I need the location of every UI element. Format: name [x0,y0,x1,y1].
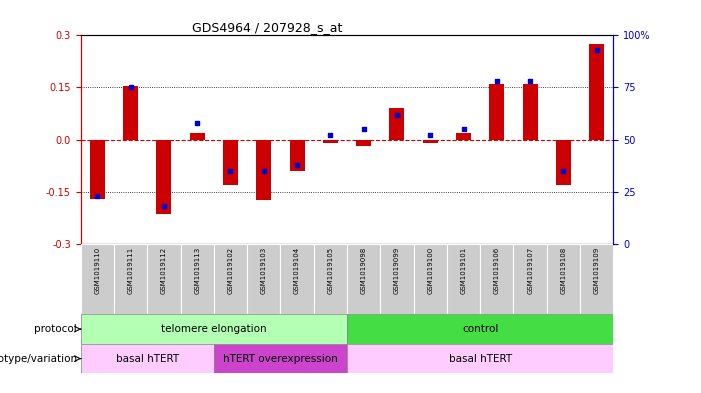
Bar [390,108,404,140]
Bar [214,244,247,314]
Text: GSM1019102: GSM1019102 [227,247,233,294]
Bar [81,244,114,314]
Point [225,167,236,174]
Text: GSM1019101: GSM1019101 [461,247,467,294]
Bar [423,140,437,143]
Text: GSM1019106: GSM1019106 [494,247,500,294]
Bar [356,140,371,147]
Bar [214,344,347,373]
Text: protocol: protocol [34,324,77,334]
Text: GSM1019113: GSM1019113 [194,247,200,294]
Text: hTERT overexpression: hTERT overexpression [223,354,338,364]
Text: GSM1019098: GSM1019098 [360,247,367,294]
Point [491,78,503,84]
Bar [556,140,571,185]
Text: GSM1019099: GSM1019099 [394,247,400,294]
Bar [480,244,513,314]
Bar [314,244,347,314]
Bar [590,44,604,140]
Point [391,111,402,118]
Bar [90,140,104,198]
Bar [156,140,171,214]
Point [258,167,269,174]
Bar [514,244,547,314]
Text: GSM1019107: GSM1019107 [527,247,533,294]
Point [591,47,602,53]
Point [358,126,369,132]
Text: genotype/variation: genotype/variation [0,354,77,364]
Bar [81,314,347,344]
Text: control: control [462,324,498,334]
Text: basal hTERT: basal hTERT [116,354,179,364]
Point [325,132,336,138]
Text: GSM1019110: GSM1019110 [94,247,100,294]
Bar [456,132,471,140]
Bar [414,244,447,314]
Bar [580,244,613,314]
Bar [347,344,613,373]
Point [125,84,136,90]
Point [92,193,103,199]
Bar [114,244,147,314]
Bar [290,140,304,171]
Text: GSM1019104: GSM1019104 [294,247,300,294]
Point [158,203,170,209]
Bar [247,244,280,314]
Text: GSM1019103: GSM1019103 [261,247,267,294]
Point [191,120,203,126]
Text: telomere elongation: telomere elongation [161,324,266,334]
Point [524,78,536,84]
Point [458,126,469,132]
Bar [190,132,205,140]
Text: GSM1019108: GSM1019108 [560,247,566,294]
Bar [147,244,181,314]
Bar [257,140,271,200]
Bar [280,244,314,314]
Bar [223,140,238,185]
Bar [489,84,504,140]
Bar [123,86,138,140]
Bar [81,344,214,373]
Text: GSM1019100: GSM1019100 [427,247,433,294]
Bar [347,244,381,314]
Text: GSM1019111: GSM1019111 [128,247,134,294]
Bar [447,244,480,314]
Text: GSM1019112: GSM1019112 [161,247,167,294]
Text: GSM1019105: GSM1019105 [327,247,334,294]
Bar [547,244,580,314]
Point [558,167,569,174]
Point [292,162,303,168]
Bar [347,314,613,344]
Bar [323,140,338,143]
Bar [523,84,538,140]
Bar [181,244,214,314]
Bar [381,244,414,314]
Title: GDS4964 / 207928_s_at: GDS4964 / 207928_s_at [192,21,342,34]
Text: basal hTERT: basal hTERT [449,354,512,364]
Text: GSM1019109: GSM1019109 [594,247,600,294]
Point [425,132,436,138]
